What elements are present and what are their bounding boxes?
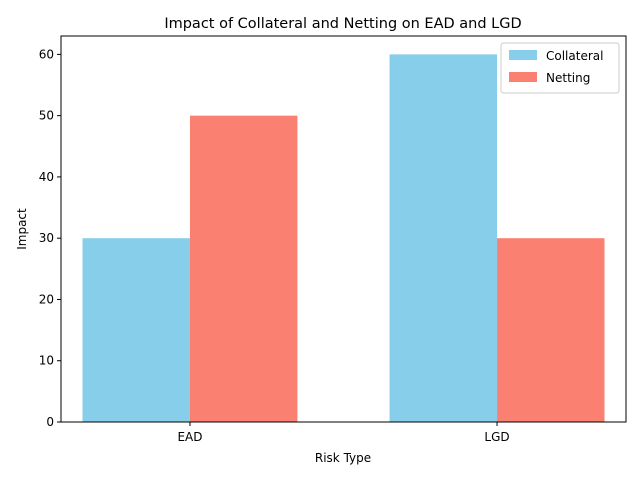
legend-swatch-netting [509, 72, 537, 82]
legend-swatch-collateral [509, 50, 537, 60]
bar-netting-lgd [497, 238, 605, 422]
x-axis-ticks: EAD LGD [177, 422, 510, 444]
y-tick-label: 20 [39, 292, 54, 306]
x-tick-label: LGD [484, 430, 509, 444]
y-tick-label: 60 [39, 47, 54, 61]
legend-label-netting: Netting [546, 71, 590, 85]
legend-label-collateral: Collateral [546, 49, 603, 63]
bar-collateral-lgd [389, 54, 498, 422]
y-tick-label: 50 [39, 109, 54, 123]
bar-netting-ead [189, 115, 298, 423]
y-tick-label: 0 [46, 415, 54, 429]
y-tick-label: 10 [39, 354, 54, 368]
bars-group [82, 54, 605, 423]
legend: Collateral Netting [500, 42, 620, 94]
chart-title: Impact of Collateral and Netting on EAD … [164, 16, 521, 32]
bar-collateral-ead [82, 238, 190, 422]
y-tick-label: 40 [39, 170, 54, 184]
y-axis-ticks: 0 10 20 30 40 50 60 [39, 47, 61, 429]
x-axis-label: Risk Type [315, 451, 371, 465]
y-axis-label: Impact [15, 208, 29, 250]
plot-frame [60, 35, 627, 423]
x-tick-label: EAD [177, 430, 202, 444]
y-tick-label: 30 [39, 231, 54, 245]
